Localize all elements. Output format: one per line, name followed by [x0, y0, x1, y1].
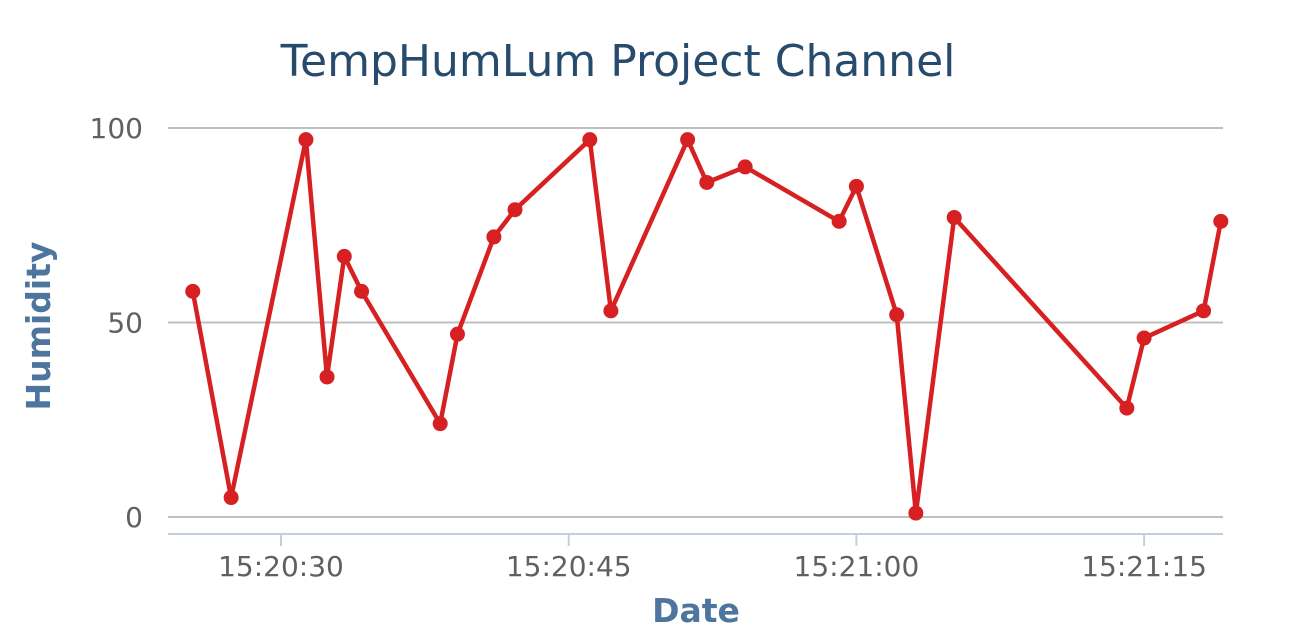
x-tick-label: 15:21:15 — [1081, 550, 1207, 583]
data-point-16 — [848, 178, 864, 194]
x-tick-marks — [280, 534, 1146, 546]
data-point-13 — [699, 174, 715, 190]
y-axis-title: Humidity — [19, 241, 58, 410]
data-point-15 — [831, 213, 847, 229]
data-point-17 — [889, 307, 905, 323]
data-point-19 — [946, 209, 962, 225]
series-line — [190, 137, 1224, 516]
y-tick-labels: 0 50 100 — [90, 112, 143, 534]
data-point-20 — [1119, 400, 1135, 416]
data-point-6 — [432, 416, 448, 432]
data-point-22 — [1196, 303, 1212, 319]
y-tick-label: 0 — [125, 501, 143, 534]
data-points — [185, 132, 1229, 521]
data-point-11 — [603, 303, 619, 319]
data-point-0 — [185, 283, 201, 299]
data-point-12 — [680, 132, 696, 148]
grid-lines — [168, 127, 1223, 518]
data-point-4 — [336, 248, 352, 264]
data-point-21 — [1136, 330, 1152, 346]
x-tick-label: 15:20:45 — [506, 550, 632, 583]
x-axis-title: Date — [652, 591, 740, 630]
x-tick-label: 15:20:30 — [218, 550, 344, 583]
data-point-7 — [449, 326, 465, 342]
data-point-1 — [223, 490, 239, 506]
data-point-10 — [582, 132, 598, 148]
data-point-23 — [1213, 213, 1229, 229]
data-point-8 — [486, 229, 502, 245]
y-tick-label: 50 — [107, 307, 143, 340]
chart-title: TempHumLum Project Channel — [280, 36, 956, 87]
data-point-2 — [298, 132, 314, 148]
data-point-5 — [354, 283, 370, 299]
x-tick-labels: 15:20:30 15:20:45 15:21:00 15:21:15 — [218, 550, 1207, 583]
data-point-3 — [319, 369, 335, 385]
x-tick-label: 15:21:00 — [794, 550, 920, 583]
data-point-18 — [908, 505, 924, 521]
y-tick-label: 100 — [90, 112, 143, 145]
data-point-9 — [507, 202, 523, 218]
data-point-14 — [737, 159, 753, 175]
